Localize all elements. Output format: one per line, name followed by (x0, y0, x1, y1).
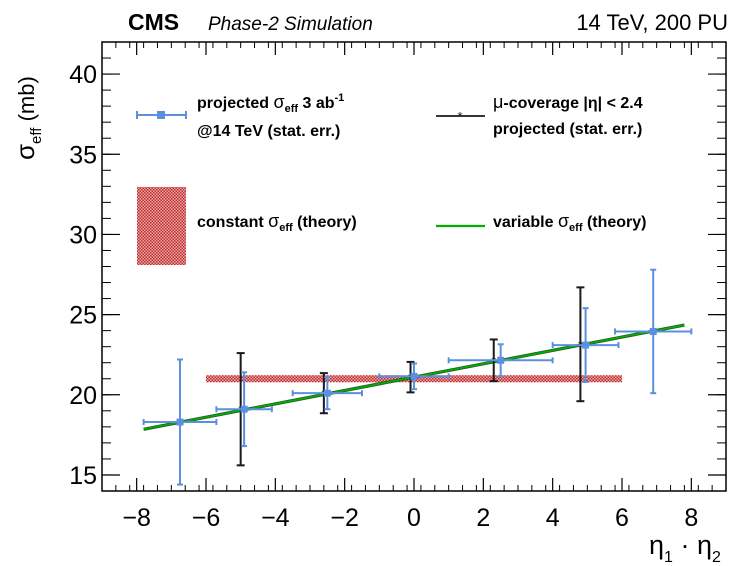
projected-marker (497, 356, 505, 364)
projected-point (447, 343, 554, 378)
y-tick-label: 30 (69, 221, 97, 249)
y-axis-unit: (mb) (14, 76, 39, 127)
x-axis-eta1: η (649, 530, 664, 560)
x-tick-label: 8 (684, 504, 698, 532)
projected-series (142, 268, 693, 486)
x-tick-label: −6 (192, 504, 221, 532)
x-tick-label: 2 (476, 504, 490, 532)
projected-point (551, 307, 620, 383)
projected-marker (176, 418, 184, 426)
projected-marker (410, 372, 418, 380)
energy-label: 14 TeV, 200 PU (576, 10, 728, 35)
legend-constant-swatch (137, 187, 186, 265)
projected-marker (323, 389, 331, 397)
legend-mu-marker: * (436, 109, 485, 124)
legend-projected-marker (136, 111, 187, 119)
x-axis-sub2: 2 (712, 549, 721, 566)
x-tick-label: −2 (330, 504, 359, 532)
projected-point (291, 376, 363, 411)
y-tick-label: 15 (69, 462, 97, 490)
y-axis-title: σeff (mb) (10, 76, 45, 160)
x-tick-label: 6 (615, 504, 629, 532)
cms-label: CMS (128, 9, 179, 35)
legend: projected σeff 3 ab-1 @14 TeV (stat. err… (136, 92, 647, 265)
x-axis-eta2: η (697, 530, 712, 560)
legend-mu-line2: projected (stat. err.) (493, 121, 642, 138)
legend-projected-line1: projected σeff 3 ab-1 (197, 92, 344, 115)
projected-point (378, 362, 450, 391)
x-tick-label: −8 (122, 504, 151, 532)
status-label: Phase-2 Simulation (208, 14, 373, 35)
axes: −8 −6 −4 −2 0 2 4 6 8 15 20 25 30 35 40 (69, 41, 727, 532)
x-tick-label: 0 (407, 504, 421, 532)
y-tick-label: 35 (69, 141, 97, 169)
y-tick-label: 20 (69, 382, 97, 410)
projected-point (614, 268, 693, 395)
x-axis-dot: · (673, 530, 697, 560)
projected-point (142, 358, 218, 486)
x-tick-label: 4 (546, 504, 560, 532)
y-tick-label: 40 (69, 61, 97, 89)
legend-constant-label: constant σeff (theory) (197, 211, 357, 234)
legend-variable-label: variable σeff (theory) (493, 211, 647, 234)
y-tick-label: 25 (69, 302, 97, 330)
x-axis-sub1: 1 (664, 549, 673, 566)
legend-projected-line2: @14 TeV (stat. err.) (197, 123, 340, 140)
projected-marker (582, 341, 590, 349)
projected-marker (240, 405, 248, 413)
legend-mu-line1: μ-coverage |η| < 2.4 (493, 92, 643, 112)
svg-text:*: * (457, 109, 462, 124)
y-axis-sub: eff (28, 127, 45, 144)
y-axis-sigma: σ (10, 144, 40, 160)
x-axis-title: η1 · η2 (649, 530, 721, 566)
projected-marker (649, 327, 657, 335)
projected-point (215, 371, 273, 448)
x-tick-label: −4 (261, 504, 290, 532)
